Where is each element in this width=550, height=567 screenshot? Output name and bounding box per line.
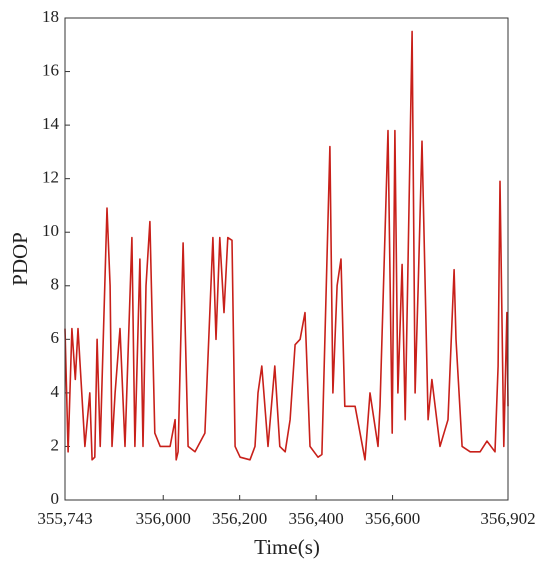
x-tick-label: 356,200 [212, 509, 267, 528]
y-tick-label: 12 [42, 168, 59, 187]
plot-frame [64, 17, 509, 501]
x-tick-label: 356,400 [288, 509, 343, 528]
x-axis-title: Time(s) [254, 535, 320, 559]
y-tick-label: 8 [51, 275, 60, 294]
y-tick-label: 4 [51, 382, 60, 401]
y-tick-label: 6 [51, 328, 60, 347]
data-line [64, 30, 509, 461]
y-tick-label: 2 [51, 435, 60, 454]
y-tick-label: 0 [51, 489, 60, 508]
x-tick-label: 356,902 [480, 509, 535, 528]
y-tick-label: 14 [42, 114, 60, 133]
x-tick-label: 355,743 [37, 509, 92, 528]
y-tick-label: 18 [42, 7, 59, 26]
y-axis-title: PDOP [8, 232, 32, 286]
x-tick-label: 356,600 [365, 509, 420, 528]
y-tick-label: 16 [42, 60, 59, 79]
x-tick-label: 356,000 [136, 509, 191, 528]
y-tick-label: 10 [42, 221, 59, 240]
